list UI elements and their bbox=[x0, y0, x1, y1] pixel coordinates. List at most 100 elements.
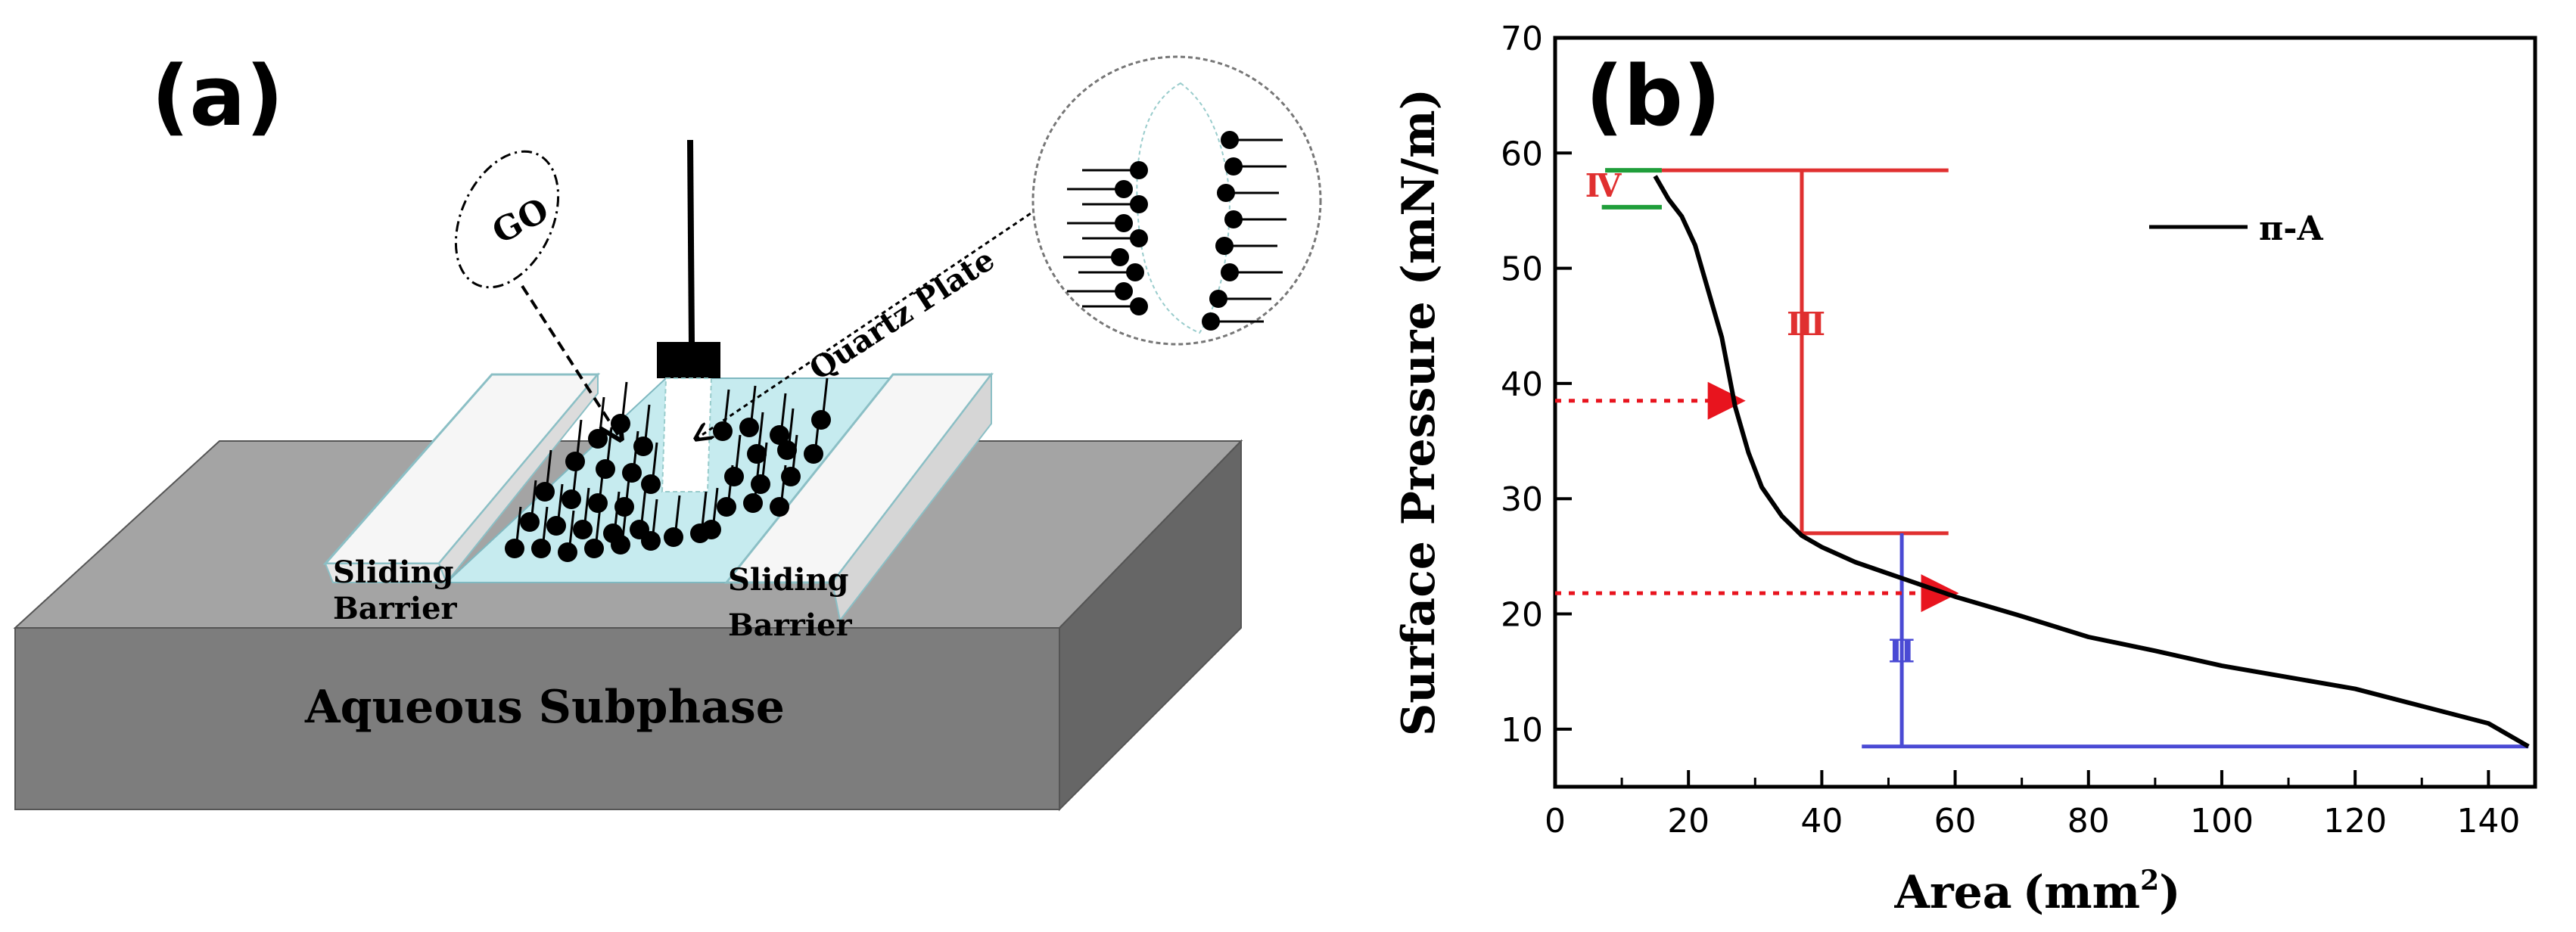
molecule-head bbox=[724, 467, 744, 486]
zoom-molecule-head bbox=[1115, 214, 1133, 232]
x-tick-label: 0 bbox=[1545, 802, 1566, 840]
y-tick-label: 60 bbox=[1501, 135, 1543, 173]
phase-iii-label: Ⅲ bbox=[1787, 306, 1825, 343]
molecule-head bbox=[770, 497, 789, 517]
zoom-molecule-head bbox=[1130, 161, 1148, 179]
quartz-arrow bbox=[696, 203, 1045, 439]
y-tick-label: 30 bbox=[1501, 480, 1543, 519]
panel-b-chart: (b) 10 20 30 40 50 60 70 0 20 40 60 80 100 120 140 Ⅳ Ⅲ… bbox=[1392, 20, 2537, 919]
y-axis-label: Surface Pressure (mN/m) bbox=[1392, 89, 1445, 736]
molecule-head bbox=[770, 425, 789, 445]
molecule-head bbox=[641, 474, 661, 494]
x-axis-unit-close: ) bbox=[2159, 866, 2180, 919]
molecule-head bbox=[664, 527, 683, 547]
zoom-molecule-head bbox=[1130, 297, 1148, 315]
molecule-head bbox=[565, 452, 585, 471]
left-barrier-label-line1: Sliding bbox=[333, 555, 454, 590]
legend-label: π-A bbox=[2259, 210, 2323, 248]
plate-holder-rod bbox=[687, 139, 695, 343]
x-tick-label: 60 bbox=[1934, 802, 1977, 840]
y-tick-label: 10 bbox=[1501, 711, 1543, 750]
panel-b-label: (b) bbox=[1585, 48, 1721, 144]
right-barrier-label-line2: Barrier bbox=[728, 607, 853, 643]
x-tick-label: 120 bbox=[2323, 802, 2387, 840]
plate-clamp bbox=[657, 342, 720, 378]
x-tick-label: 140 bbox=[2456, 802, 2520, 840]
zoom-molecule-head bbox=[1111, 248, 1129, 266]
zoom-molecule-head bbox=[1115, 282, 1133, 300]
zoom-molecule-head bbox=[1215, 237, 1234, 255]
right-barrier-side bbox=[831, 372, 992, 623]
transition-arrows bbox=[1555, 381, 1959, 613]
molecule-head bbox=[558, 542, 577, 562]
phase-iv-label: Ⅳ bbox=[1585, 167, 1622, 204]
x-axis-ticks: 0 20 40 60 80 100 120 140 bbox=[1545, 770, 2520, 840]
zoom-molecule-head bbox=[1126, 263, 1144, 281]
zoom-molecule-head bbox=[1217, 184, 1235, 202]
go-bubble bbox=[454, 150, 560, 289]
molecule-head bbox=[622, 463, 642, 483]
molecule-head bbox=[596, 459, 615, 479]
panel-a-schematic: (a) Aqueous Subphase GO Quartz Plate bbox=[13, 48, 1322, 812]
molecule-head bbox=[739, 418, 759, 437]
molecule-head bbox=[747, 444, 767, 464]
molecule-head bbox=[588, 429, 608, 449]
y-tick-label: 50 bbox=[1501, 250, 1543, 289]
molecule-head bbox=[546, 516, 566, 536]
x-tick-label: 20 bbox=[1667, 802, 1710, 840]
panel-a-label: (a) bbox=[151, 48, 284, 144]
phase-markers: Ⅳ Ⅲ Ⅱ bbox=[1585, 167, 2529, 749]
molecule-head bbox=[641, 531, 661, 551]
y-axis-ticks: 10 20 30 40 50 60 70 bbox=[1501, 20, 1572, 750]
molecule-head bbox=[611, 535, 630, 555]
x-tick-label: 80 bbox=[2067, 802, 2110, 840]
zoom-molecule-head bbox=[1115, 180, 1133, 198]
plot-frame bbox=[1553, 36, 2537, 789]
zoom-quartz-plate bbox=[1136, 82, 1231, 334]
molecule-head bbox=[633, 436, 653, 456]
molecule-head bbox=[811, 410, 831, 430]
molecule-head bbox=[777, 440, 797, 460]
molecule-head bbox=[713, 421, 733, 441]
molecule-head bbox=[535, 482, 555, 502]
molecule-head bbox=[702, 520, 721, 539]
zoom-molecule-head bbox=[1221, 131, 1239, 149]
phase-ii-label: Ⅱ bbox=[1888, 633, 1915, 670]
molecule-head bbox=[804, 444, 823, 464]
zoom-molecules bbox=[1063, 131, 1286, 331]
right-barrier-label-line1: Sliding bbox=[728, 562, 849, 598]
zoom-circle bbox=[1031, 55, 1322, 346]
zoom-molecule-head bbox=[1209, 290, 1227, 308]
x-axis-unit: (mm bbox=[2023, 866, 2140, 919]
molecule-head bbox=[520, 512, 540, 532]
zoom-molecule-head bbox=[1224, 210, 1243, 228]
subphase-side-face bbox=[1059, 439, 1242, 812]
quartz-plate bbox=[661, 377, 713, 492]
zoom-molecule-head bbox=[1202, 312, 1220, 331]
zoom-molecule-head bbox=[1221, 263, 1239, 281]
zoom-molecule-head bbox=[1224, 157, 1243, 176]
molecule-head bbox=[584, 539, 604, 558]
y-tick-label: 70 bbox=[1501, 20, 1543, 58]
zoom-molecule-head bbox=[1130, 195, 1148, 213]
molecule-head bbox=[505, 539, 524, 558]
pi-a-curve bbox=[1653, 175, 2530, 749]
molecule-head bbox=[573, 520, 593, 539]
x-tick-label: 100 bbox=[2190, 802, 2254, 840]
y-tick-label: 40 bbox=[1501, 365, 1543, 404]
molecule-head bbox=[743, 493, 763, 513]
legend: π-A bbox=[2149, 210, 2323, 248]
molecule-head bbox=[562, 489, 581, 509]
molecule-head bbox=[588, 493, 608, 513]
zoom-molecule-head bbox=[1130, 229, 1148, 247]
molecule-head bbox=[717, 497, 736, 517]
x-axis-unit-sup: 2 bbox=[2140, 865, 2159, 896]
molecule-head bbox=[751, 474, 770, 494]
y-tick-label: 20 bbox=[1501, 596, 1543, 635]
x-axis-label-text: Area bbox=[1893, 866, 2011, 919]
x-tick-label: 40 bbox=[1800, 802, 1843, 840]
left-barrier-front bbox=[324, 563, 448, 583]
left-barrier-label-line2: Barrier bbox=[333, 591, 458, 626]
molecule-head bbox=[531, 539, 551, 558]
